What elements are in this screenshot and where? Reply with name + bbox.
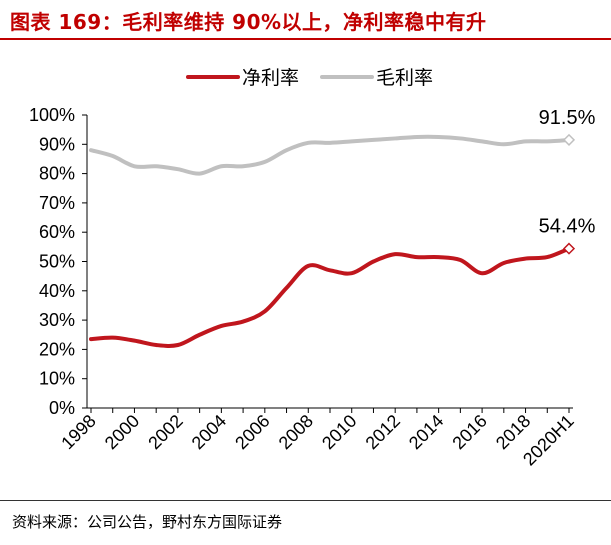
gross-margin-line — [89, 134, 571, 176]
y-tick-label: 20% — [39, 339, 75, 359]
legend-net-margin-label: 净利率 — [242, 67, 299, 89]
x-tick-label: 2016 — [448, 411, 490, 453]
y-tick-label: 100% — [29, 105, 75, 125]
net-margin-line — [89, 246, 571, 348]
y-tick-label: 40% — [39, 281, 75, 301]
figure-title: 图表 169：毛利率维持 90%以上，净利率稳中有升 — [10, 10, 487, 34]
x-tick-label: 2008 — [275, 411, 317, 453]
source-divider — [0, 500, 611, 501]
title-bar: 图表 169：毛利率维持 90%以上，净利率稳中有升 — [0, 0, 611, 40]
y-tick-label: 80% — [39, 164, 75, 184]
y-tick-label: 50% — [39, 252, 75, 272]
line-chart: 0%10%20%30%40%50%60%70%80%90%100%1998 200… — [29, 67, 596, 469]
y-tick-label: 0% — [49, 398, 75, 418]
legend-gross-margin-label: 毛利率 — [376, 67, 433, 89]
y-tick-label: 90% — [39, 134, 75, 154]
source-note: 资料来源：公司公告，野村东方国际证券 — [12, 513, 283, 531]
x-tick-label: 2004 — [188, 411, 230, 453]
x-tick-label: 2006 — [231, 411, 273, 453]
y-tick-label: 60% — [39, 222, 75, 242]
y-tick-label: 10% — [39, 369, 75, 389]
x-tick-label: 2000 — [101, 411, 143, 453]
net-margin-end-marker — [562, 242, 576, 255]
x-tick-label: 2010 — [318, 411, 360, 453]
y-tick-label: 70% — [39, 193, 75, 213]
x-tick-label: 2012 — [362, 411, 404, 453]
gross-margin-end-label: 91.5% — [539, 107, 596, 129]
x-tick-label: 2014 — [405, 411, 447, 453]
x-tick-label: 2002 — [144, 411, 186, 453]
y-tick-label: 30% — [39, 310, 75, 330]
gross-margin-end-marker — [562, 133, 576, 146]
net-margin-end-label: 54.4% — [539, 216, 596, 238]
